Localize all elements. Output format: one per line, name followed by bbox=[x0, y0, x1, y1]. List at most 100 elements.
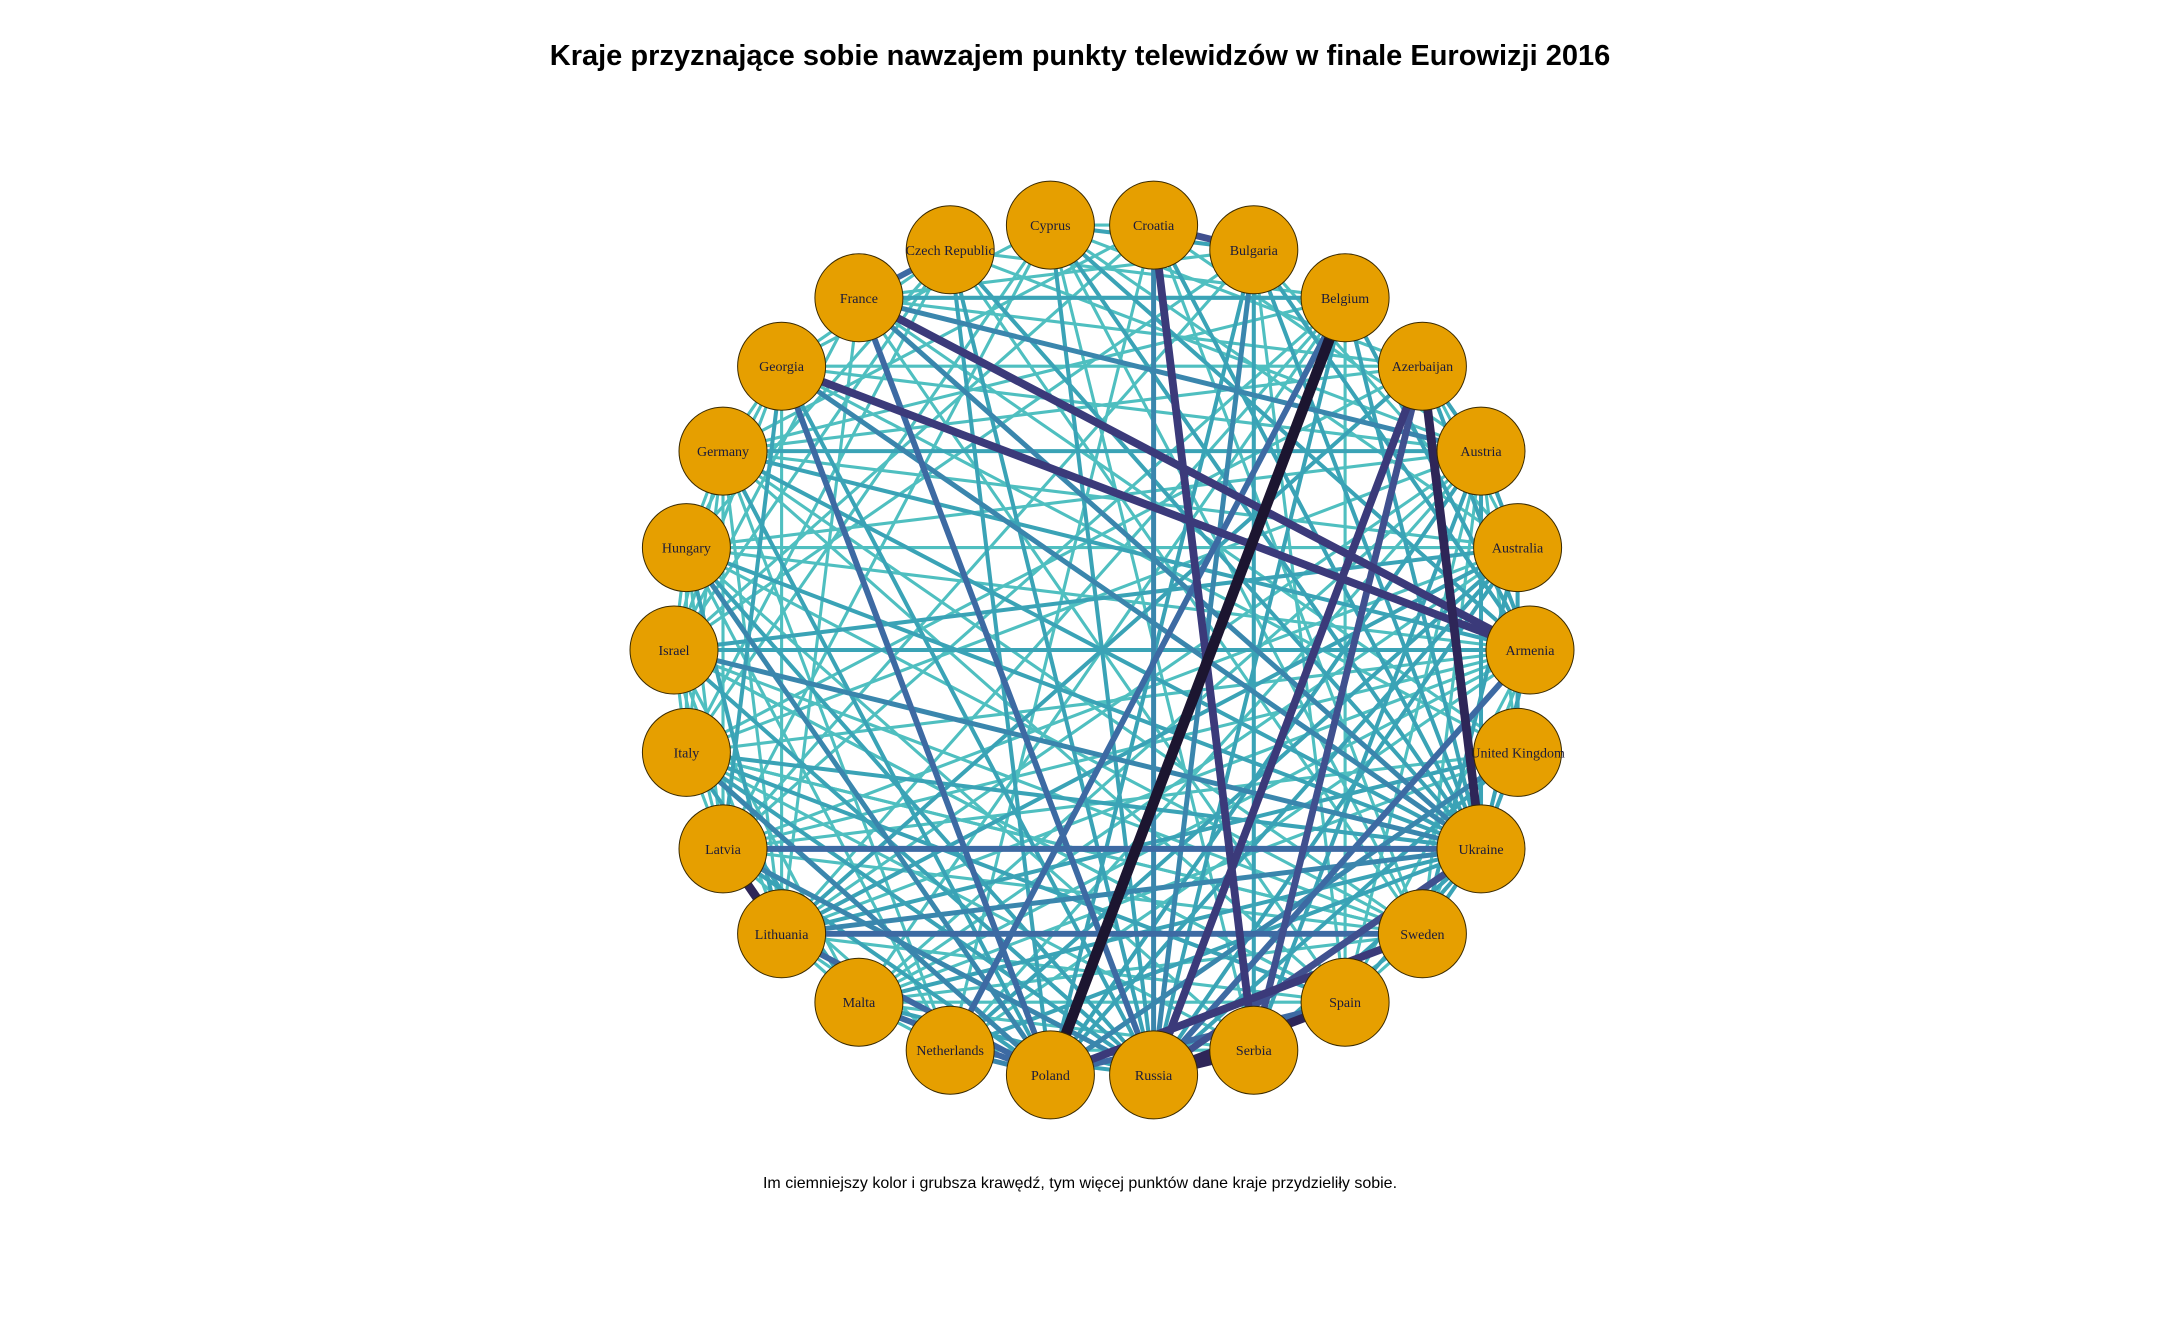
node-bulgaria: Bulgaria bbox=[1209, 205, 1299, 295]
edge-azerbaijan-russia bbox=[1149, 362, 1427, 1079]
node-lithuania: Lithuania bbox=[737, 889, 827, 979]
edge-poland-sweden bbox=[1046, 929, 1427, 1079]
node-label: Germany bbox=[697, 445, 749, 460]
node-hungary: Hungary bbox=[641, 503, 731, 593]
node-united-kingdom: United Kingdom bbox=[1470, 707, 1565, 797]
node-ukraine: Ukraine bbox=[1436, 804, 1526, 894]
node-circle bbox=[1109, 1030, 1199, 1120]
node-croatia: Croatia bbox=[1109, 180, 1199, 270]
node-spain: Spain bbox=[1300, 957, 1390, 1047]
edge-georgia-armenia bbox=[777, 362, 1534, 654]
node-netherlands: Netherlands bbox=[905, 1005, 995, 1095]
node-label: Sweden bbox=[1400, 928, 1444, 943]
node-circle bbox=[1005, 1030, 1095, 1120]
node-label: Hungary bbox=[662, 542, 711, 557]
node-circle bbox=[1300, 957, 1390, 1047]
chart-title: Kraje przyznające sobie nawzajem punkty … bbox=[549, 40, 1611, 72]
node-circle bbox=[1436, 804, 1526, 894]
node-circle bbox=[905, 1005, 995, 1095]
node-label: Armenia bbox=[1506, 644, 1556, 659]
node-serbia: Serbia bbox=[1209, 1005, 1299, 1095]
node-circle bbox=[1377, 321, 1467, 411]
node-label: Ukraine bbox=[1458, 843, 1503, 858]
edge-latvia-russia bbox=[720, 846, 1157, 1078]
edge-ukraine-israel bbox=[671, 647, 1484, 852]
node-israel: Israel bbox=[629, 605, 719, 695]
node-circle bbox=[737, 889, 827, 979]
node-label: Lithuania bbox=[755, 928, 809, 943]
node-label: Georgia bbox=[759, 360, 805, 375]
node-russia: Russia bbox=[1109, 1030, 1199, 1120]
edge-georgia-poland bbox=[778, 363, 1054, 1078]
edge-hungary-russia bbox=[684, 545, 1156, 1077]
node-label: United Kingdom bbox=[1470, 746, 1565, 761]
node-circle bbox=[629, 605, 719, 695]
node-circle bbox=[641, 503, 731, 593]
node-circle bbox=[641, 707, 731, 797]
node-circle bbox=[1300, 253, 1390, 343]
edge-united-kingdom-lithuania bbox=[779, 750, 1520, 936]
node-circle bbox=[1377, 889, 1467, 979]
node-latvia: Latvia bbox=[678, 804, 768, 894]
edge-cyprus-ukraine bbox=[1048, 223, 1484, 851]
node-italy: Italy bbox=[641, 707, 731, 797]
edge-lithuania-poland bbox=[778, 930, 1054, 1078]
edge-belgium-ukraine bbox=[1343, 295, 1484, 851]
node-circle bbox=[678, 406, 768, 496]
node-label: Latvia bbox=[705, 843, 742, 858]
node-cyprus: Cyprus bbox=[1005, 180, 1095, 270]
edge-azerbaijan-serbia bbox=[1250, 362, 1426, 1054]
node-label: France bbox=[840, 292, 878, 307]
node-azerbaijan: Azerbaijan bbox=[1377, 321, 1467, 411]
node-armenia: Armenia bbox=[1485, 605, 1575, 695]
node-georgia: Georgia bbox=[737, 321, 827, 411]
node-label: Belgium bbox=[1321, 292, 1369, 307]
node-circle bbox=[1436, 406, 1526, 496]
edge-armenia-germany bbox=[720, 449, 1533, 653]
edge-belgium-poland bbox=[1045, 292, 1351, 1081]
node-australia: Australia bbox=[1473, 503, 1563, 593]
edge-belgium-germany bbox=[721, 296, 1347, 453]
node-label: Australia bbox=[1492, 542, 1544, 557]
edge-australia-netherlands bbox=[948, 545, 1520, 1053]
edge-georgia-ukraine bbox=[779, 363, 1484, 852]
edge-azerbaijan-ukraine bbox=[1418, 361, 1486, 854]
edge-poland-spain bbox=[1047, 999, 1349, 1078]
node-circle bbox=[1485, 605, 1575, 695]
edge-sweden-latvia bbox=[721, 847, 1424, 936]
edge-russia-ukraine bbox=[1150, 845, 1485, 1079]
node-layer: Cyprus Croatia Bulgaria Belgium Azerbaijan Au… bbox=[629, 180, 1575, 1120]
edge-poland-italy bbox=[683, 749, 1053, 1078]
node-label: Croatia bbox=[1133, 219, 1175, 234]
node-malta: Malta bbox=[814, 957, 904, 1047]
node-czech-republic: Czech Republic bbox=[906, 205, 995, 295]
node-circle bbox=[814, 253, 904, 343]
edge-lithuania-australia bbox=[779, 545, 1520, 936]
edge-poland-germany bbox=[720, 449, 1053, 1077]
node-label: Czech Republic bbox=[906, 244, 995, 259]
edge-poland-austria bbox=[1048, 449, 1484, 1077]
node-label: Russia bbox=[1135, 1069, 1173, 1084]
node-germany: Germany bbox=[678, 406, 768, 496]
node-circle bbox=[678, 804, 768, 894]
edge-croatia-sweden bbox=[1152, 223, 1424, 936]
node-label: Italy bbox=[674, 746, 700, 761]
edge-hungary-netherlands bbox=[684, 546, 952, 1052]
chart-caption: Im ciemniejszy kolor i grubsza krawędź, … bbox=[762, 1175, 1398, 1192]
edge-croatia-netherlands bbox=[948, 223, 1156, 1052]
edge-layer bbox=[671, 221, 1534, 1081]
edge-azerbaijan-armenia bbox=[1420, 364, 1533, 653]
edge-france-armenia bbox=[854, 293, 1534, 654]
edge-lithuania-ukraine bbox=[779, 846, 1484, 937]
edge-croatia-serbia bbox=[1149, 221, 1258, 1055]
node-circle bbox=[1473, 503, 1563, 593]
edge-poland-hungary bbox=[683, 545, 1053, 1078]
node-label: Azerbaijan bbox=[1392, 360, 1453, 375]
edge-belgium-netherlands bbox=[947, 294, 1349, 1054]
edge-azerbaijan-cyprus bbox=[1048, 223, 1424, 368]
edge-czech-republic-austria bbox=[948, 248, 1483, 453]
node-label: Netherlands bbox=[916, 1044, 984, 1059]
node-sweden: Sweden bbox=[1377, 889, 1467, 979]
